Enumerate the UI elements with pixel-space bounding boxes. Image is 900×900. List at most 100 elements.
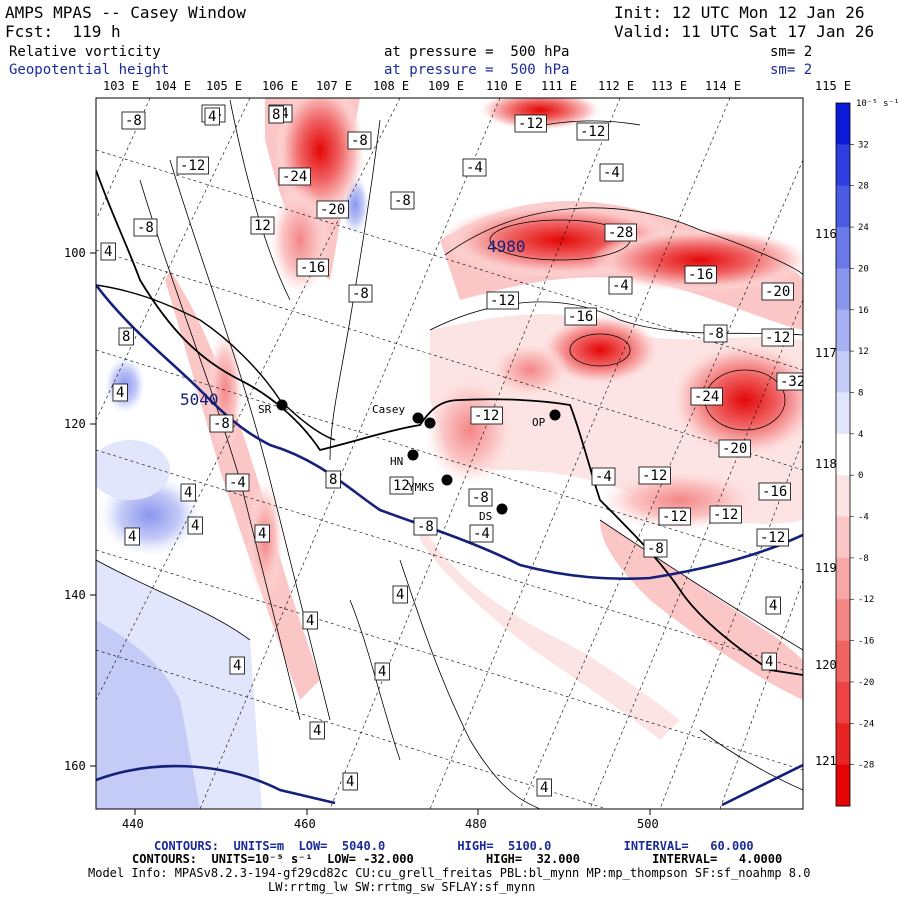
vorticity-contour-label: 12	[250, 216, 275, 235]
vorticity-contour-label: -12	[658, 507, 691, 526]
svg-text:-8: -8	[352, 286, 369, 302]
longitude-label: 113 E	[651, 79, 687, 93]
svg-text:12: 12	[393, 478, 410, 494]
x-axis-ticks: 440 460 480 500	[122, 809, 659, 831]
longitude-label: 106 E	[262, 79, 298, 93]
colorbar-level-label: -12	[858, 595, 874, 605]
vorticity-contour-label: 4	[761, 652, 777, 671]
colorbar-level-label: -20	[858, 678, 874, 688]
colorbar-swatch	[836, 640, 850, 683]
svg-text:-24: -24	[282, 169, 307, 185]
colorbar-level-label: 32	[858, 140, 869, 150]
svg-text:-8: -8	[417, 519, 434, 535]
field2-name: Geopotential height	[9, 62, 170, 78]
colorbar-swatch	[836, 599, 850, 642]
svg-text:-4: -4	[612, 278, 629, 294]
svg-text:-12: -12	[518, 116, 543, 132]
svg-text:12: 12	[254, 218, 271, 234]
y-axis-ticks: 100 120 140 160	[64, 246, 96, 773]
colorbar-level-label: 24	[858, 223, 869, 233]
vorticity-contour-label: -12	[470, 406, 503, 425]
colorbar-level-label: 12	[858, 347, 869, 357]
vorticity-contour-label: -32	[776, 372, 803, 391]
vorticity-contour-label: -4	[599, 163, 624, 182]
longitude-label: 108 E	[373, 79, 409, 93]
svg-text:-16: -16	[300, 260, 325, 276]
field1-smoothing: sm= 2	[770, 44, 813, 60]
x-tick-label: 460	[294, 817, 316, 831]
svg-text:-12: -12	[765, 330, 790, 346]
vorticity-contour-label: 8	[118, 327, 134, 346]
vorticity-contour-label: 4	[342, 772, 358, 791]
svg-text:4: 4	[396, 587, 404, 603]
svg-text:4: 4	[313, 723, 321, 739]
svg-text:-24: -24	[694, 389, 719, 405]
svg-text:4: 4	[540, 780, 548, 796]
y-tick-label: 100	[64, 246, 86, 260]
vorticity-contour-label: -28	[604, 223, 637, 242]
vorticity-contour-label: 4	[180, 483, 196, 502]
svg-text:-12: -12	[180, 158, 205, 174]
colorbar-level-label: -4	[858, 513, 869, 523]
longitude-label: 110 E	[486, 79, 522, 93]
vorticity-contour-label: -8	[703, 324, 728, 343]
height-contour-label: 5040	[180, 390, 219, 409]
svg-text:4: 4	[116, 385, 124, 401]
longitude-label: 105 E	[206, 79, 242, 93]
longitude-label: 109 E	[428, 79, 464, 93]
vorticity-contour-label: 4	[302, 611, 318, 630]
colorbar-level-label: 16	[858, 306, 869, 316]
svg-text:-8: -8	[394, 193, 411, 209]
footer-contours-vorticity: CONTOURS: UNITS=10⁻⁵ s⁻¹ LOW= -32.000 HI…	[132, 852, 783, 866]
colorbar-swatch	[836, 144, 850, 187]
vorticity-contour-label: -8	[347, 131, 372, 150]
x-tick-label: 440	[122, 817, 144, 831]
station-markers: SR Casey HN YMKS OP DS	[258, 399, 561, 523]
colorbar-level-label: -28	[858, 761, 874, 771]
colorbar-swatch	[836, 681, 850, 724]
vorticity-field: 5040 4980 -8 -4 -4 -8 -12 -12 -24 -20 -16 -8 -4 -8 -4 -…	[96, 98, 803, 809]
station-label: OP	[532, 416, 546, 429]
colorbar-swatch	[836, 516, 850, 559]
svg-text:-8: -8	[351, 133, 368, 149]
vorticity-contour-label: 4	[229, 656, 245, 675]
svg-text:-16: -16	[688, 267, 713, 283]
station-marker	[412, 412, 424, 424]
vorticity-contour-label: -12	[756, 528, 789, 547]
station-label: YMKS	[408, 481, 435, 494]
station-label: Casey	[372, 403, 405, 416]
vorticity-contour-label: -16	[684, 265, 717, 284]
vorticity-contour-label: -8	[121, 111, 146, 130]
colorbar-level-label: 28	[858, 182, 869, 192]
colorbar-swatch	[836, 475, 850, 518]
vorticity-contour-label: -8	[209, 414, 234, 433]
station-marker	[407, 449, 419, 461]
figure-title: AMPS MPAS -- Casey Window	[5, 3, 246, 22]
vorticity-contour-label: -8	[468, 488, 493, 507]
svg-text:8: 8	[122, 329, 130, 345]
colorbar-swatch	[836, 268, 850, 311]
svg-text:-8: -8	[647, 541, 664, 557]
svg-text:-8: -8	[472, 490, 489, 506]
vorticity-contour-label: 8	[268, 105, 284, 124]
valid-time: Valid: 11 UTC Sat 17 Jan 26	[614, 22, 875, 41]
colorbar-swatch	[836, 185, 850, 228]
vorticity-contour-label: -16	[564, 307, 597, 326]
colorbar-swatch	[836, 103, 850, 145]
vorticity-contour-label: 4	[204, 107, 220, 126]
svg-text:-4: -4	[229, 475, 246, 491]
station-marker	[549, 409, 561, 421]
longitude-label: 104 E	[155, 79, 191, 93]
longitude-label: 107 E	[316, 79, 352, 93]
vorticity-contour-label: 4	[124, 527, 140, 546]
svg-text:-12: -12	[642, 468, 667, 484]
svg-text:-12: -12	[760, 530, 785, 546]
field2-smoothing: sm= 2	[770, 62, 813, 78]
vorticity-contour-label: 4	[254, 524, 270, 543]
plot-frame	[95, 97, 804, 810]
svg-text:8: 8	[272, 107, 280, 123]
svg-text:4: 4	[378, 664, 386, 680]
vorticity-contour-label: 4	[309, 721, 325, 740]
svg-text:-20: -20	[765, 284, 790, 300]
vorticity-contour-label: -12	[638, 466, 671, 485]
